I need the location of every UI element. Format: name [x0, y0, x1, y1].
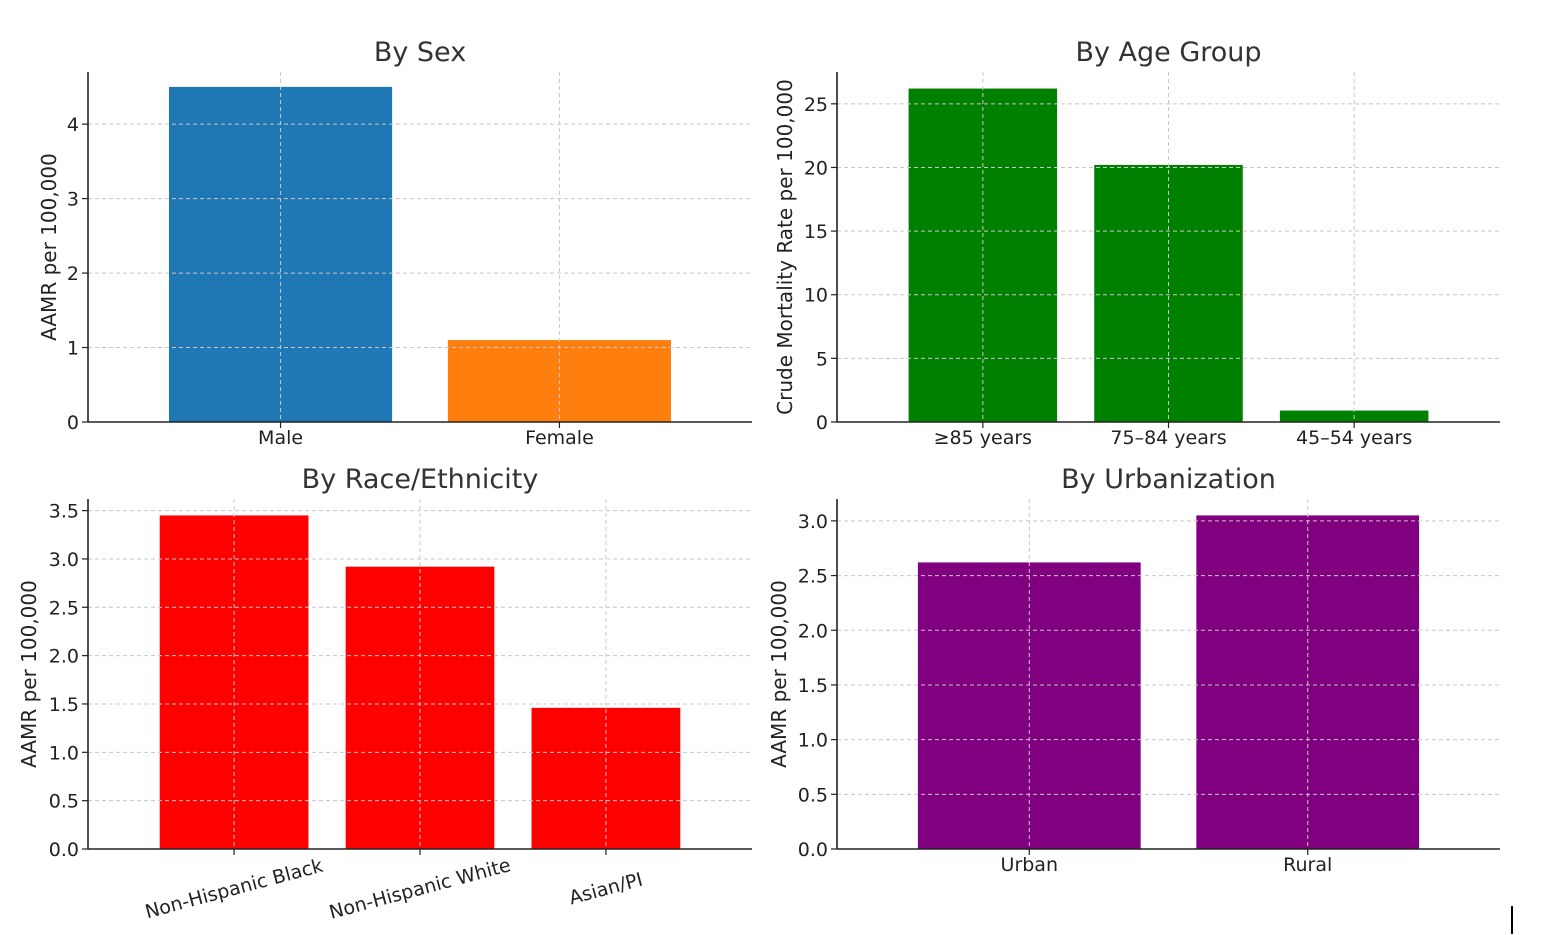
y-tick-label: 3.0 — [798, 511, 828, 533]
y-tick-label: 2.5 — [49, 597, 79, 619]
y-tick-label: 3.0 — [49, 549, 79, 571]
panel-by-age-group: 0 5 10 15 20 25 ≥85 years 75–84 years 45–54 year… — [773, 37, 1500, 449]
y-tick-label: 15 — [804, 221, 828, 243]
y-tick-label: 20 — [804, 157, 828, 179]
text-cursor — [1511, 906, 1513, 934]
y-axis-label: Crude Mortality Rate per 100,000 — [773, 79, 797, 415]
y-tick-label: 0.5 — [798, 784, 828, 806]
x-tick-label: Non-Hispanic White — [327, 854, 513, 924]
y-tick-label: 3.5 — [49, 501, 79, 523]
chart-title: By Race/Ethnicity — [302, 464, 539, 495]
bar-asian-pi — [531, 707, 681, 849]
chart-title: By Urbanization — [1061, 464, 1276, 495]
y-tick-label: 10 — [804, 285, 828, 307]
y-axis-label: AAMR per 100,000 — [37, 153, 61, 341]
panel-by-sex: 0 1 2 3 4 Male Female By Sex AAMR per 100,000 — [37, 37, 752, 449]
bar-non-hispanic-white — [345, 566, 495, 849]
y-axis-label: AAMR per 100,000 — [767, 580, 791, 768]
x-tick-label: Asian/PI — [567, 869, 645, 910]
x-tick-label: ≥85 years — [934, 427, 1032, 449]
y-tick-label: 0.0 — [798, 839, 828, 861]
x-tick-label: Female — [525, 427, 594, 449]
y-tick-label: 0.0 — [49, 839, 79, 861]
chart-title: By Age Group — [1075, 37, 1261, 68]
y-tick-label: 0 — [67, 412, 79, 434]
y-axis-label: AAMR per 100,000 — [17, 580, 41, 768]
y-tick-label: 1.5 — [798, 675, 828, 697]
y-tick-label: 0 — [816, 412, 828, 434]
chart-title: By Sex — [374, 37, 466, 68]
y-tick-label: 2.0 — [798, 620, 828, 642]
y-tick-label: 1 — [67, 338, 79, 360]
y-tick-label: 1.0 — [798, 730, 828, 752]
y-tick-label: 5 — [816, 348, 828, 370]
y-tick-label: 0.5 — [49, 791, 79, 813]
x-tick-label: 45–54 years — [1296, 427, 1412, 449]
y-tick-label: 2.5 — [798, 566, 828, 588]
y-tick-label: 4 — [67, 114, 79, 136]
y-tick-label: 3 — [67, 189, 79, 211]
y-tick-label: 2 — [67, 263, 79, 285]
x-tick-label: Urban — [1001, 854, 1058, 876]
y-tick-label: 25 — [804, 94, 828, 116]
x-tick-label: Rural — [1283, 854, 1332, 876]
x-tick-label: 75–84 years — [1110, 427, 1226, 449]
y-tick-label: 2.0 — [49, 646, 79, 668]
panel-by-race-ethnicity: 0.0 0.5 1.0 1.5 2.0 2.5 3.0 3.5 Non-Hispanic Bla… — [17, 464, 752, 924]
x-tick-label: Male — [258, 427, 303, 449]
x-tick-label: Non-Hispanic Black — [143, 855, 326, 924]
y-tick-label: 1.0 — [49, 742, 79, 764]
panel-by-urbanization: 0.0 0.5 1.0 1.5 2.0 2.5 3.0 Urban Rural By Urbani… — [767, 464, 1500, 876]
y-tick-label: 1.5 — [49, 694, 79, 716]
